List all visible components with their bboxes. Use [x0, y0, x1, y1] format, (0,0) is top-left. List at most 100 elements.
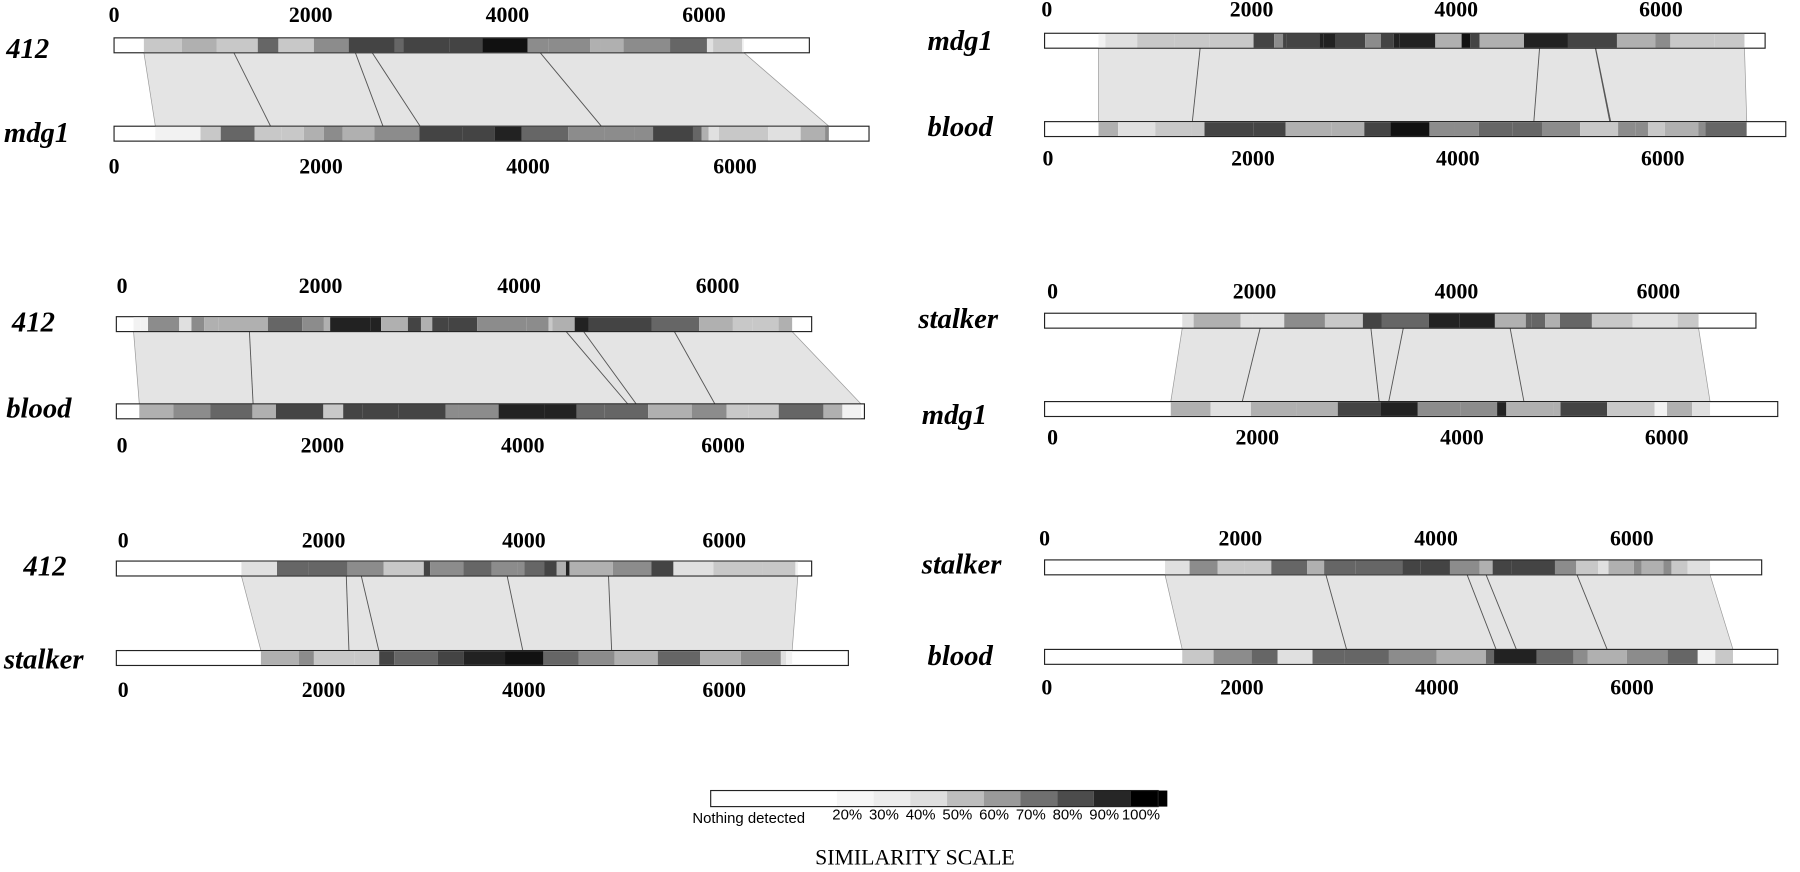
similarity-segment: [1587, 649, 1627, 664]
similarity-segment: [1399, 33, 1436, 48]
alignment-line: [371, 52, 421, 127]
similarity-segment: [1244, 560, 1272, 575]
axis-tick-label: 6000: [696, 274, 740, 298]
similarity-segment: [1692, 402, 1702, 416]
similarity-segment: [1189, 560, 1218, 575]
similarity-segment: [1271, 560, 1308, 575]
similarity-segment: [1436, 649, 1486, 664]
similarity-segment: [612, 561, 652, 576]
sequence-label: 412: [5, 33, 49, 65]
similarity-segment: [1576, 560, 1598, 575]
similarity-segment: [1210, 402, 1251, 416]
similarity-segment: [527, 38, 549, 53]
axis-tick-label: 0: [118, 529, 129, 553]
similarity-segment: [313, 38, 349, 53]
similarity-segment: [823, 404, 843, 419]
similarity-segment: [657, 651, 700, 665]
similarity-scale: [710, 789, 1168, 808]
similarity-segment: [1573, 649, 1588, 664]
similarity-segment: [653, 126, 693, 141]
similarity-segment: [1362, 313, 1382, 328]
similarity-segment: [241, 561, 277, 576]
similarity-segment: [1174, 33, 1210, 48]
similarity-segment: [1380, 402, 1418, 416]
axis-tick-label: 2000: [299, 155, 343, 179]
similarity-segment: [1252, 313, 1285, 328]
similarity-segment: [394, 651, 438, 665]
similarity-segment: [204, 317, 219, 332]
similarity-segment: [383, 561, 424, 576]
alignment-line: [1533, 48, 1541, 122]
similarity-segment: [398, 404, 446, 419]
sequence-label: stalker: [917, 303, 998, 335]
similarity-segment: [303, 126, 324, 141]
similarity-segment: [155, 126, 201, 141]
similarity-segment: [1728, 33, 1745, 48]
similarity-segment: [569, 561, 613, 576]
similarity-segment: [1671, 560, 1688, 575]
similarity-segment: [423, 561, 431, 576]
similarity-segment: [179, 317, 192, 332]
similarity-segment: [394, 38, 404, 53]
similarity-segment: [699, 317, 733, 332]
similarity-segment: [578, 651, 615, 665]
similarity-segment: [437, 651, 464, 665]
similarity-segment: [1105, 33, 1138, 48]
similarity-segment: [463, 651, 506, 665]
axis-tick-label: 2000: [1231, 147, 1275, 171]
similarity-segment: [713, 38, 743, 53]
axis-tick-label: 4000: [502, 678, 546, 702]
similarity-segment: [604, 404, 649, 419]
similarity-segment: [1253, 122, 1286, 136]
similarity-segment: [302, 317, 324, 332]
similarity-segment: [1204, 122, 1254, 136]
similarity-segment: [1182, 649, 1214, 664]
similarity-segment: [276, 561, 309, 576]
axis-tick-label: 0: [1047, 425, 1058, 449]
similarity-segment: [1118, 122, 1156, 136]
alignment-line: [506, 575, 524, 651]
alignment-line: [1509, 328, 1525, 402]
similarity-segment: [342, 126, 375, 141]
sequence-label: stalker: [921, 548, 1002, 580]
similarity-segment: [1429, 122, 1455, 136]
alignment-line: [248, 331, 254, 404]
similarity-segment: [1253, 33, 1275, 48]
similarity-segment: [505, 651, 544, 665]
alignment-line: [1466, 574, 1497, 650]
similarity-segment: [699, 651, 741, 665]
similarity-segment: [148, 317, 180, 332]
sequence-label: blood: [928, 111, 994, 143]
similarity-segment: [1698, 122, 1706, 136]
alignment-line: [539, 52, 602, 127]
similarity-segment: [1647, 122, 1665, 136]
panel: mdg1 0 2000 4000 6000 blood 0 2000 4000 6000: [928, 0, 1787, 171]
similarity-segment: [1663, 560, 1672, 575]
similarity-segment: [462, 126, 495, 141]
similarity-segment: [752, 317, 779, 332]
similarity-segment: [762, 561, 796, 576]
axis-tick-label: 6000: [1610, 676, 1654, 700]
similarity-segment: [1677, 313, 1699, 328]
similarity-segment: [1506, 402, 1554, 416]
similarity-segment: [1511, 560, 1555, 575]
similarity-segment: [1664, 122, 1699, 136]
similarity-segment: [494, 126, 522, 141]
similarity-segment: [1240, 313, 1253, 328]
similarity-segment: [323, 317, 331, 332]
similarity-segment: [191, 317, 205, 332]
similarity-segment: [548, 38, 591, 53]
alignment-line: [233, 52, 271, 127]
similarity-segment: [1402, 560, 1421, 575]
similarity-segment: [323, 126, 343, 141]
similarity-segment: [708, 126, 720, 141]
axis-tick-label: 0: [109, 3, 120, 27]
similarity-segment: [1337, 402, 1381, 416]
similarity-segment: [1251, 649, 1278, 664]
similarity-segment: [600, 38, 624, 53]
similarity-segment: [1335, 33, 1366, 48]
alignment-line: [1595, 48, 1612, 122]
scale-nothing-label: Nothing detected: [692, 811, 805, 827]
similarity-segment: [260, 651, 300, 665]
axis-tick-label: 4000: [1436, 147, 1480, 171]
